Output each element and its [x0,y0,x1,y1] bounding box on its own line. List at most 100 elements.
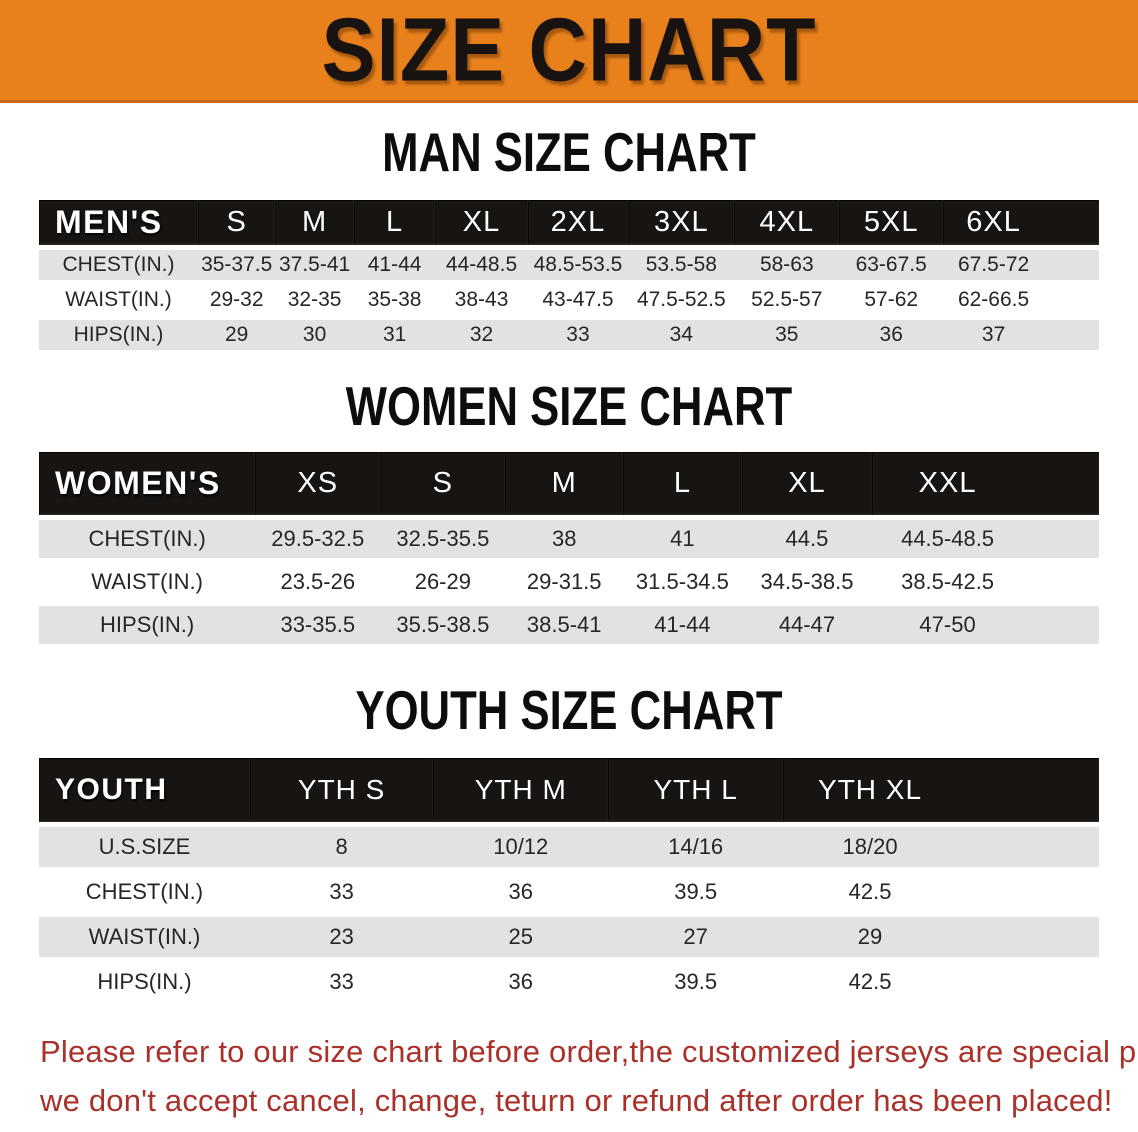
size-value: 36 [433,872,609,912]
size-column-header: 3XL [628,200,735,245]
measurement-row: HIPS(IN.) 33 36 39.5 42.5 [39,962,1099,1002]
size-value: 10/12 [433,827,609,867]
measurement-row: WAIST(IN.) 23 25 27 29 [39,917,1099,957]
measurement-row-label: U.S.SIZE [39,827,250,867]
size-column-header: YTH M [433,758,609,822]
size-value: 42.5 [783,872,1099,912]
men-header-row: MEN'S S M L XL 2XL 3XL 4XL 5XL 6XL [39,200,1099,245]
size-column-header: M [505,452,624,515]
size-value: 8 [249,827,434,867]
banner-title: SIZE CHART [321,0,817,100]
youth-table-corner-label: YOUTH [39,758,250,822]
size-value: 43-47.5 [527,285,629,315]
size-column-header: 2XL [527,200,629,245]
size-value: 41-44 [623,606,742,644]
size-value: 29 [783,917,1099,957]
size-column-header: XXL [872,452,1099,515]
women-header-row: WOMEN'S XS S M L XL XXL [39,452,1099,515]
youth-size-table: YOUTH YTH S YTH M YTH L YTH XL U.S.SIZE 8 10/1… [39,753,1099,1007]
size-charts: MAN SIZE CHART MEN'S S M L XL 2XL 3XL 4XL 5XL 6XL… [0,122,1138,1007]
size-value: 23.5-26 [255,563,381,601]
size-column-header: XL [741,452,873,515]
women-table-corner-label: WOMEN'S [39,452,256,515]
measurement-row: CHEST(IN.) 33 36 39.5 42.5 [39,872,1099,912]
size-value: 41 [623,520,742,558]
measurement-row: WAIST(IN.) 29-32 32-35 35-38 38-43 43-47.5 47.… [39,285,1099,315]
size-value: 44-48.5 [435,250,528,280]
size-value: 31.5-34.5 [623,563,742,601]
size-value: 38 [505,520,624,558]
size-value: 47.5-52.5 [628,285,735,315]
youth-section: YOUTH SIZE CHART YOUTH YTH S YTH M YTH L YTH… [0,680,1138,1007]
measurement-row: WAIST(IN.) 23.5-26 26-29 29-31.5 31.5-34.5 34… [39,563,1099,601]
size-value: 44.5-48.5 [872,520,1099,558]
size-value: 39.5 [608,872,784,912]
size-column-header: L [353,200,436,245]
size-value: 62-66.5 [943,285,1099,315]
men-section: MAN SIZE CHART MEN'S S M L XL 2XL 3XL 4XL 5XL 6XL… [0,122,1138,355]
measurement-row-label: CHEST(IN.) [39,250,198,280]
size-value: 38.5-42.5 [872,563,1099,601]
measurement-row: CHEST(IN.) 29.5-32.5 32.5-35.5 38 41 44.5 44.5… [39,520,1099,558]
men-heading: MAN SIZE CHART [382,122,756,184]
size-column-header: M [275,200,354,245]
men-size-table: MEN'S S M L XL 2XL 3XL 4XL 5XL 6XL CHEST(IN.) 35-3… [39,195,1099,355]
measurement-row-label: WAIST(IN.) [39,563,256,601]
disclaimer: Please refer to our size chart before or… [40,1027,1138,1125]
size-value: 38-43 [435,285,528,315]
women-section: WOMEN SIZE CHART WOMEN'S XS S M L XL XXL CHEST… [0,376,1138,649]
youth-heading: YOUTH SIZE CHART [355,680,783,742]
size-value: 14/16 [608,827,784,867]
size-value: 41-44 [353,250,436,280]
size-value: 57-62 [839,285,944,315]
size-value: 38.5-41 [505,606,624,644]
size-value: 67.5-72 [943,250,1099,280]
size-column-header: S [380,452,506,515]
size-value: 58-63 [734,250,840,280]
measurement-row-label: CHEST(IN.) [39,520,256,558]
size-column-header: YTH XL [783,758,1099,822]
measurement-row-label: WAIST(IN.) [39,917,250,957]
size-value: 53.5-58 [628,250,735,280]
size-value: 44.5 [741,520,873,558]
disclaimer-line-1: Please refer to our size chart before or… [40,1034,1138,1069]
size-value: 33 [249,872,434,912]
size-value: 30 [275,320,354,350]
women-heading: WOMEN SIZE CHART [345,376,793,438]
size-value: 42.5 [783,962,1099,1002]
measurement-row: U.S.SIZE 8 10/12 14/16 18/20 [39,827,1099,867]
disclaimer-line-2: we don't accept cancel, change, teturn o… [40,1083,1113,1118]
size-value: 34.5-38.5 [741,563,873,601]
size-column-header: YTH L [608,758,784,822]
size-column-header: 6XL [943,200,1099,245]
size-column-header: S [198,200,276,245]
size-column-header: L [623,452,742,515]
size-value: 33 [249,962,434,1002]
size-value: 33 [527,320,629,350]
size-value: 34 [628,320,735,350]
size-value: 23 [249,917,434,957]
size-value: 37.5-41 [275,250,354,280]
size-value: 27 [608,917,784,957]
size-column-header: XL [435,200,528,245]
size-value: 48.5-53.5 [527,250,629,280]
size-value: 18/20 [783,827,1099,867]
size-value: 35 [734,320,840,350]
women-size-table: WOMEN'S XS S M L XL XXL CHEST(IN.) 29.5-32.5 32.… [39,447,1099,649]
size-value: 52.5-57 [734,285,840,315]
men-table-corner-label: MEN'S [39,200,198,245]
measurement-row-label: HIPS(IN.) [39,962,250,1002]
size-value: 32 [435,320,528,350]
size-value: 29-32 [198,285,276,315]
measurement-row: HIPS(IN.) 29 30 31 32 33 34 35 36 37 [39,320,1099,350]
size-column-header: XS [255,452,381,515]
measurement-row: CHEST(IN.) 35-37.5 37.5-41 41-44 44-48.5 48.5… [39,250,1099,280]
size-value: 32.5-35.5 [380,520,506,558]
size-value: 29-31.5 [505,563,624,601]
size-value: 63-67.5 [839,250,944,280]
measurement-row-label: HIPS(IN.) [39,606,256,644]
size-value: 35-37.5 [198,250,276,280]
size-value: 29.5-32.5 [255,520,381,558]
measurement-row: HIPS(IN.) 33-35.5 35.5-38.5 38.5-41 41-44 44-… [39,606,1099,644]
size-value: 25 [433,917,609,957]
